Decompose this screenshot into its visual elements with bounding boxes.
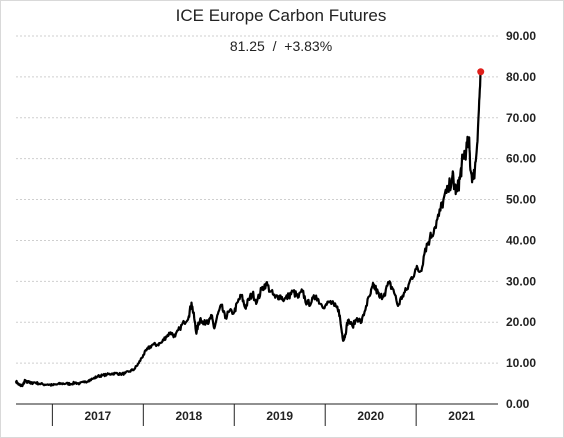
x-tick-label: 2019 [266, 409, 293, 423]
gridlines [16, 35, 498, 364]
y-tick-label: 80.00 [506, 70, 536, 84]
x-tick-label: 2018 [175, 409, 202, 423]
chart-title: ICE Europe Carbon Futures [175, 6, 387, 25]
x-tick-label: 2017 [84, 409, 111, 423]
y-tick-label: 60.00 [506, 152, 536, 166]
y-tick-label: 50.00 [506, 193, 536, 207]
y-tick-label: 70.00 [506, 111, 536, 125]
chart-subtitle: 81.25 / +3.83% [229, 38, 333, 54]
y-tick-label: 20.00 [506, 315, 536, 329]
x-tick-label: 2021 [448, 409, 475, 423]
y-tick-label: 40.00 [506, 233, 536, 247]
x-axis: 2017 2018 2019 2020 2021 [16, 403, 498, 426]
y-tick-label: 10.00 [506, 356, 536, 370]
x-tick-label: 2020 [357, 409, 384, 423]
y-axis: 0.00 10.00 20.00 30.00 40.00 50.00 60.00 70.00 8… [506, 29, 536, 411]
last-point-marker [477, 68, 485, 76]
y-tick-label: 30.00 [506, 274, 536, 288]
series-line [14, 71, 482, 388]
y-tick-label: 90.00 [506, 29, 536, 43]
y-tick-label: 0.00 [506, 397, 530, 411]
